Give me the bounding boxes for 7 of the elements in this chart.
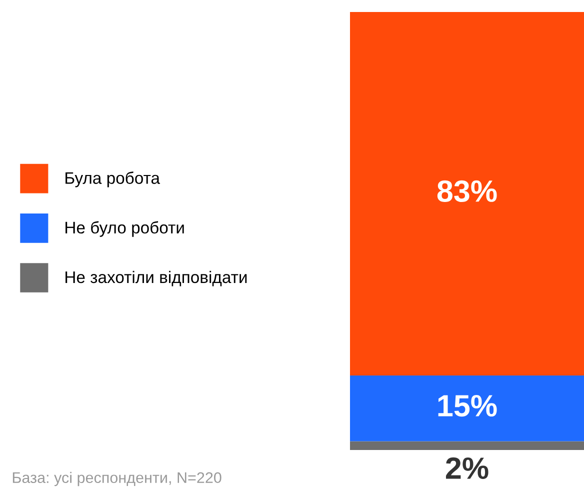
legend-label: Не було роботи bbox=[66, 221, 184, 237]
data-label: 83% bbox=[437, 180, 497, 202]
legend-label: Не захотіли відповідати bbox=[66, 270, 247, 286]
data-label: 15% bbox=[438, 395, 497, 417]
text: База: усі респонденти, N=220 bbox=[12, 472, 222, 486]
data-label: 2% bbox=[446, 457, 488, 479]
legend-label: Була робота bbox=[66, 172, 160, 188]
